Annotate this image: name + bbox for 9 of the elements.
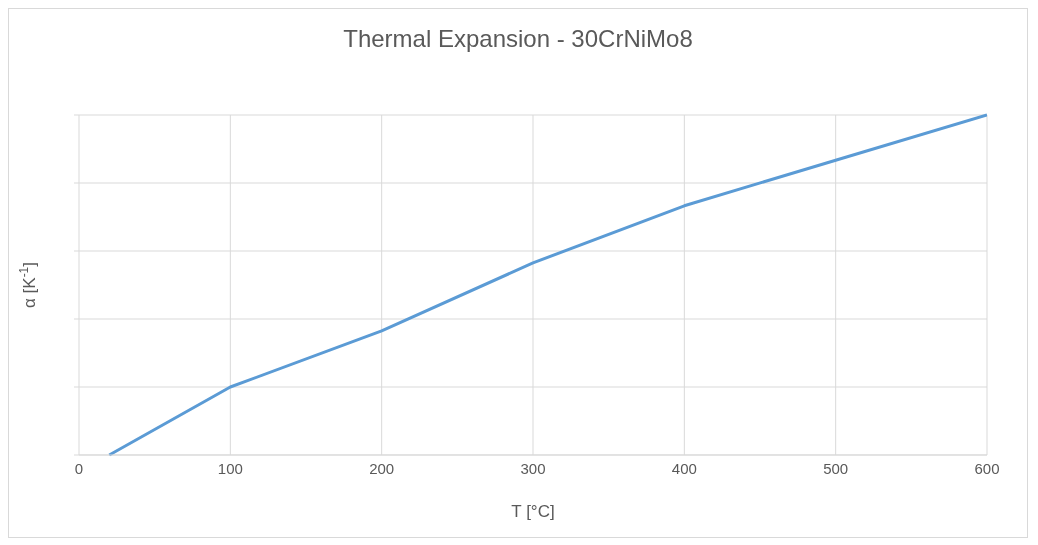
chart-title: Thermal Expansion - 30CrNiMo8 xyxy=(342,24,694,54)
x-tick-label: 400 xyxy=(671,459,697,477)
x-tick-label: 600 xyxy=(974,459,1000,477)
x-tick-label: 300 xyxy=(520,459,546,477)
x-tick-label: 100 xyxy=(217,459,243,477)
x-axis-title: T [°C] xyxy=(511,502,555,521)
x-tick-label: 500 xyxy=(823,459,849,477)
x-tick-label: 0 xyxy=(74,459,84,477)
x-tick-label: 200 xyxy=(369,459,395,477)
